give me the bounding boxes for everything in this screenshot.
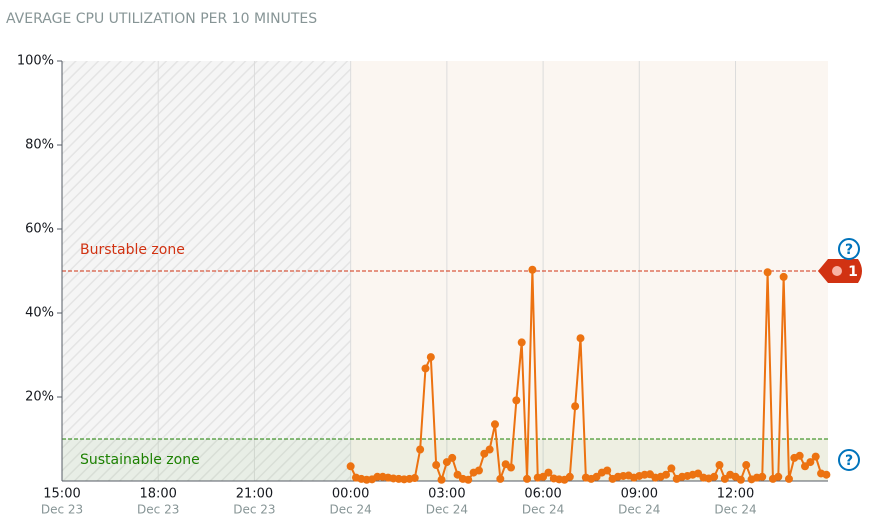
data-point <box>523 474 532 483</box>
zone-label: Sustainable zone <box>80 452 200 468</box>
x-tick-date: Dec 24 <box>426 503 468 517</box>
data-point <box>490 420 499 429</box>
y-tick-label: 60% <box>25 222 54 237</box>
data-point <box>565 472 574 481</box>
data-point <box>742 461 751 470</box>
y-tick-label: 20% <box>25 390 54 405</box>
data-point <box>496 474 505 483</box>
data-point <box>715 461 724 470</box>
data-point <box>811 452 820 461</box>
data-point <box>432 461 441 470</box>
data-point <box>480 449 489 458</box>
data-point <box>822 470 831 479</box>
data-point <box>571 402 580 411</box>
help-icons[interactable]: ? ? <box>838 238 860 471</box>
data-point <box>784 474 793 483</box>
data-point <box>528 265 537 274</box>
alarm-count: 1 <box>848 264 858 280</box>
x-tick-date: Dec 24 <box>714 503 756 517</box>
data-point <box>426 353 435 362</box>
data-point <box>442 458 451 467</box>
y-tick-label: 100% <box>17 54 54 69</box>
data-point <box>801 462 810 471</box>
data-point <box>763 268 772 277</box>
data-point <box>603 466 612 475</box>
data-point <box>667 464 676 473</box>
x-tick-date: Dec 24 <box>329 503 371 517</box>
help-icon[interactable] <box>838 238 860 260</box>
x-tick-label: 03:00 <box>428 487 465 502</box>
data-point <box>694 469 703 478</box>
help-icon-glyph: ? <box>845 242 853 258</box>
data-point <box>736 475 745 484</box>
help-icon[interactable] <box>838 449 860 471</box>
data-point <box>806 458 815 467</box>
data-point <box>464 475 473 484</box>
x-tick-label: 00:00 <box>332 487 369 502</box>
x-tick-label: 09:00 <box>621 487 658 502</box>
x-tick-label: 18:00 <box>139 487 176 502</box>
zone-label: Burstable zone <box>80 242 185 258</box>
data-point <box>774 472 783 481</box>
x-tick-date: Dec 24 <box>522 503 564 517</box>
y-tick-label: 80% <box>25 138 54 153</box>
data-point <box>662 470 671 479</box>
chart-title: AVERAGE CPU UTILIZATION PER 10 MINUTES <box>6 11 317 27</box>
x-tick-date: Dec 24 <box>618 503 660 517</box>
data-point <box>453 470 462 479</box>
x-tick-label: 15:00 <box>43 487 80 502</box>
help-icon-glyph: ? <box>845 453 853 469</box>
data-point <box>474 466 483 475</box>
data-point <box>710 472 719 481</box>
data-point <box>410 474 419 483</box>
y-tick-label: 40% <box>25 306 54 321</box>
x-tick-label: 12:00 <box>717 487 754 502</box>
data-point <box>795 451 804 460</box>
alarm-icon <box>832 266 842 276</box>
data-point <box>485 445 494 454</box>
x-tick-label: 21:00 <box>236 487 273 502</box>
data-point <box>507 463 516 472</box>
data-point <box>539 472 548 481</box>
data-point <box>758 472 767 481</box>
data-point <box>421 364 430 373</box>
data-point <box>437 475 446 484</box>
data-point <box>346 462 355 471</box>
data-point <box>517 338 526 347</box>
x-tick-date: Dec 23 <box>233 503 275 517</box>
data-point <box>416 445 425 454</box>
data-point <box>720 474 729 483</box>
data-point <box>448 453 457 462</box>
data-point <box>512 396 521 405</box>
x-tick-date: Dec 23 <box>137 503 179 517</box>
data-point <box>779 272 788 281</box>
x-tick-date: Dec 23 <box>41 503 83 517</box>
data-point <box>592 472 601 481</box>
data-point <box>576 334 585 343</box>
x-tick-label: 06:00 <box>524 487 561 502</box>
data-point <box>544 468 553 477</box>
